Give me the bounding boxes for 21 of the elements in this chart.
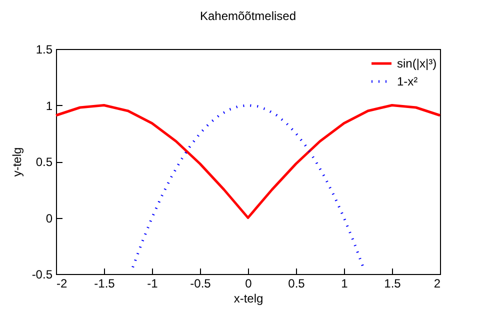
legend-label: sin(|x|³) [397,56,437,70]
x-tick-label: 1.5 [384,276,402,290]
y-tick-label: 1 [46,98,53,113]
chart-title: Kahemõõtmelised [200,9,296,23]
x-tick-label: -1 [147,276,158,290]
y-tick-label: 0 [46,211,53,226]
x-tick-label: 2 [434,276,441,290]
line-series [132,104,364,268]
y-tick-label: 1.5 [36,42,53,56]
legend-label: 1-x² [397,74,418,88]
x-axis-title: x-telg [234,292,264,306]
y-axis-title: y-telg [10,147,24,177]
x-tick-label: -0.5 [190,276,212,290]
line-series [54,104,442,219]
y-tick-label: 0.5 [36,155,53,169]
x-tick-label: -2 [56,276,68,290]
y-tick-label: -0.5 [32,268,53,282]
x-tick-label: 1 [341,276,348,290]
x-tick-label: -1.5 [94,276,116,290]
x-tick-label: 0.5 [288,276,306,290]
x-tick-label: 0 [245,276,252,290]
